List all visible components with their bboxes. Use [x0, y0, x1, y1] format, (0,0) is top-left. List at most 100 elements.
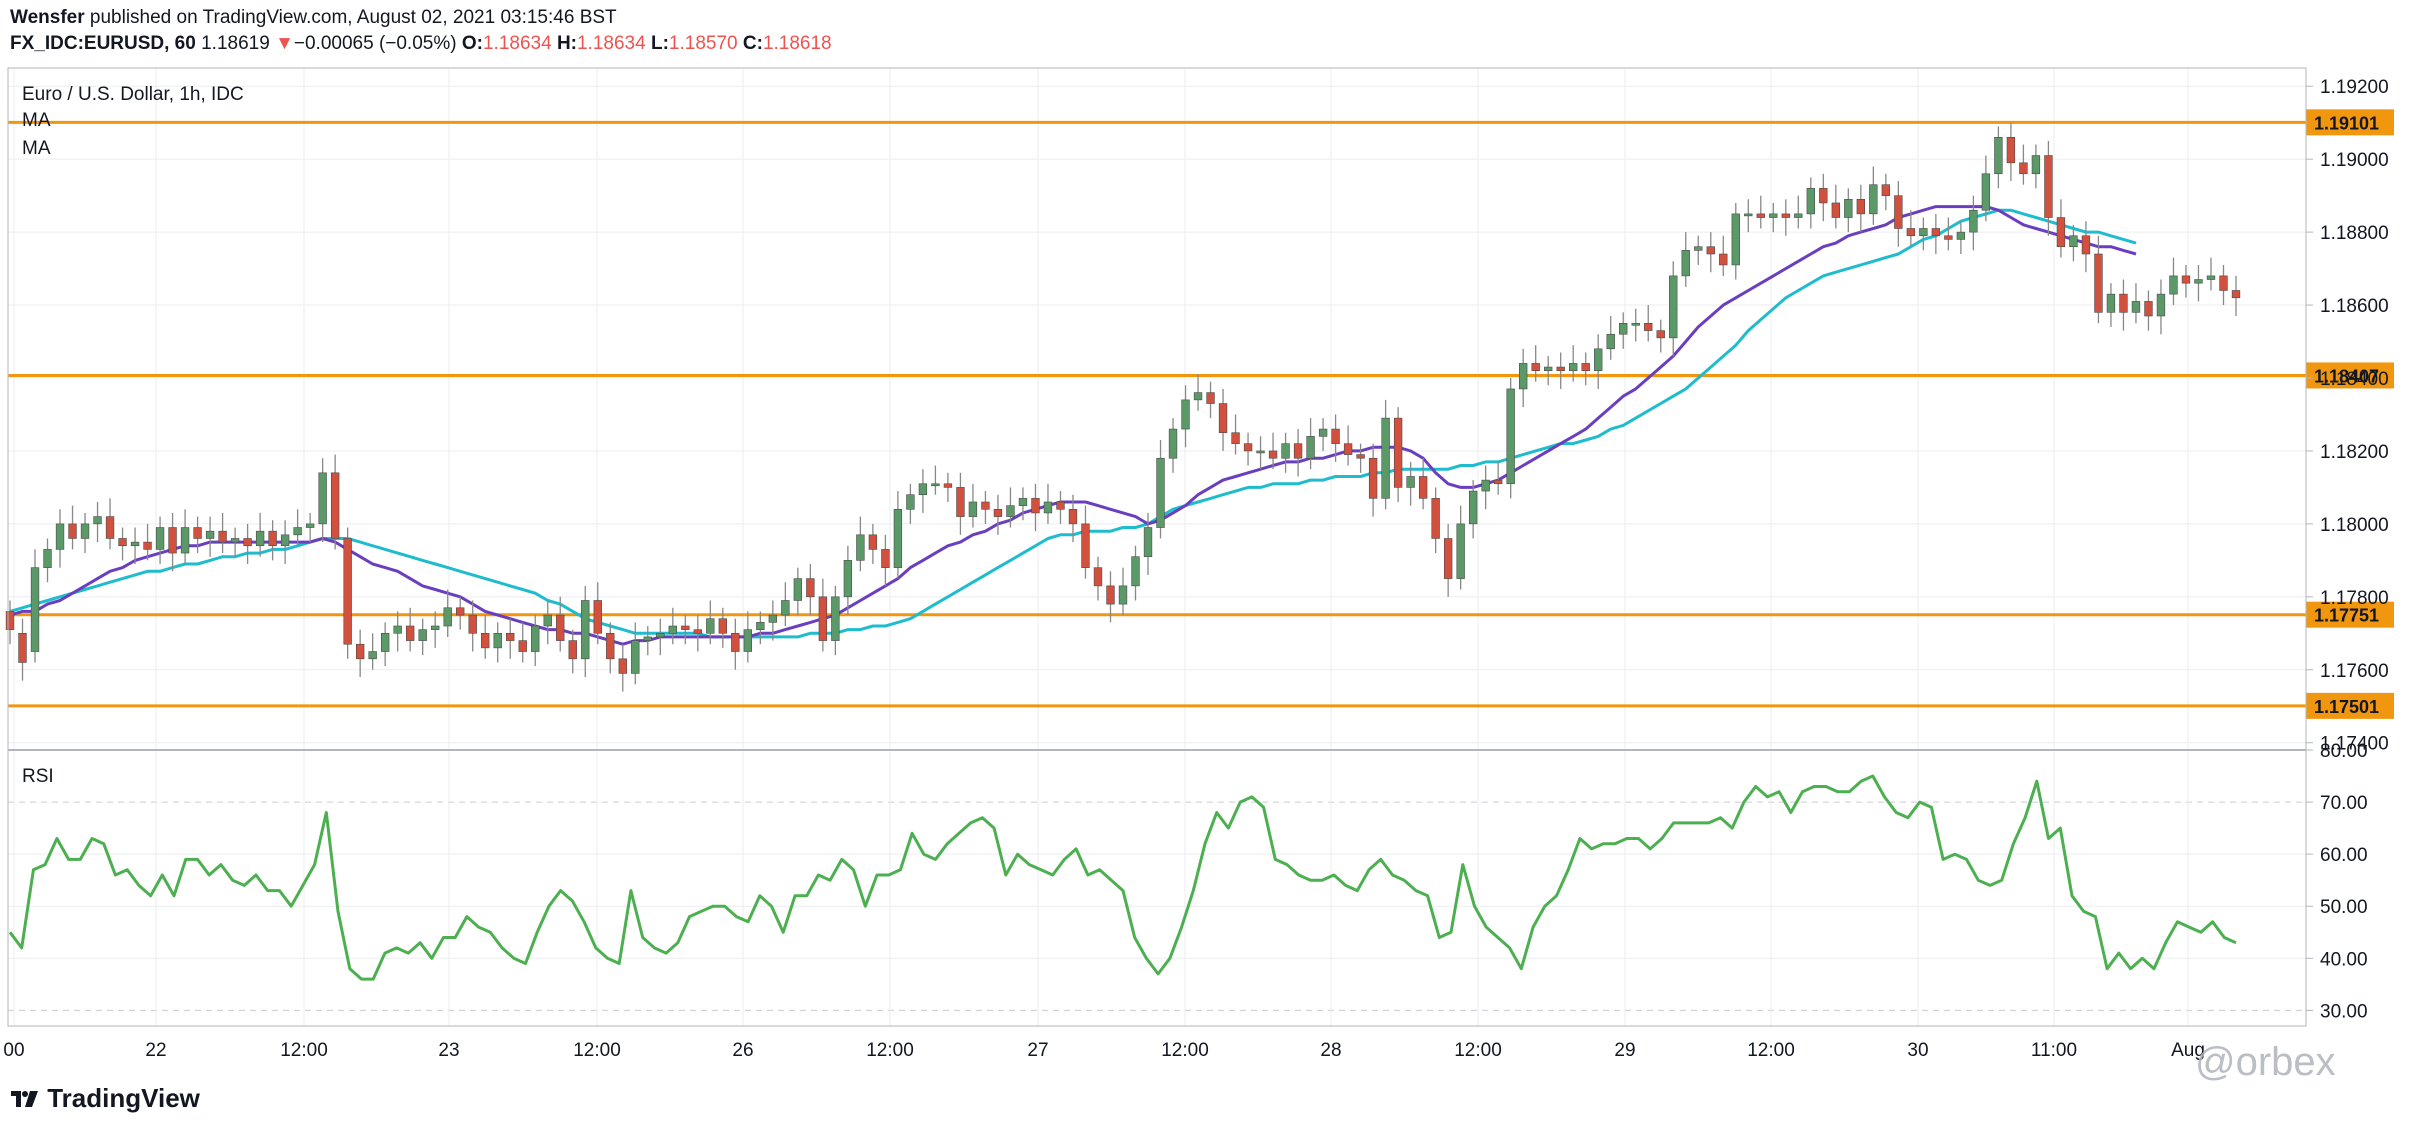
- candle-up: [1143, 527, 1153, 558]
- candle-down: [1531, 363, 1540, 372]
- candle-up: [93, 516, 102, 525]
- candle-down: [1343, 443, 1353, 455]
- candle-up: [130, 541, 140, 547]
- candle-up: [2131, 301, 2141, 313]
- candle-down: [1894, 195, 1903, 229]
- candle-up: [1794, 213, 1803, 218]
- candle-down: [1931, 228, 1941, 237]
- candle-up: [1018, 498, 1028, 506]
- candle-up: [380, 632, 390, 652]
- candle-up: [1406, 476, 1415, 488]
- candle-up: [531, 625, 540, 652]
- candle-down: [1293, 443, 1303, 459]
- candle-up: [1281, 443, 1290, 459]
- candle-down: [355, 643, 365, 660]
- candle-up: [1956, 231, 1966, 240]
- time-tick-label: 12:00: [866, 1040, 914, 1061]
- time-tick-label: Aug: [2171, 1040, 2205, 1061]
- candle-down: [1268, 450, 1278, 459]
- high-value: 1.18634: [577, 33, 646, 54]
- candle-down: [956, 487, 965, 517]
- candle-down: [343, 538, 352, 645]
- candle-down: [2231, 290, 2241, 299]
- candle-down: [168, 527, 177, 554]
- candle-down: [868, 534, 878, 550]
- author-name[interactable]: Wensfer: [10, 7, 85, 28]
- candle-down: [2119, 293, 2128, 313]
- candle-down: [243, 538, 252, 547]
- candle-down: [105, 516, 115, 539]
- chart-title: Euro / U.S. Dollar, 1h, IDC: [22, 84, 244, 105]
- candle-up: [1806, 188, 1815, 215]
- candle-up: [1994, 136, 2003, 175]
- rsi-pane: [8, 774, 2237, 981]
- price-tick-label: 1.19200: [2320, 77, 2389, 98]
- price-tick-label: 1.18800: [2320, 223, 2389, 244]
- candle-up: [55, 523, 65, 550]
- down-arrow-icon: ▼: [275, 33, 294, 54]
- candle-up: [1181, 399, 1190, 430]
- candle-up: [1456, 523, 1465, 579]
- candle-up: [1631, 322, 1640, 326]
- time-tick-label: 29: [1614, 1040, 1635, 1061]
- candle-down: [5, 611, 15, 630]
- candle-down: [943, 483, 953, 488]
- time-tick-label: 22: [145, 1040, 166, 1061]
- rsi-line: [8, 774, 2237, 981]
- legend: Euro / U.S. Dollar, 1h, IDC MA MA RSI: [22, 84, 244, 787]
- price-tick-label: 1.17400: [2320, 734, 2389, 755]
- candle-down: [1418, 476, 1428, 499]
- rsi-tick-label: 60.00: [2320, 845, 2368, 866]
- candle-down: [1556, 366, 1565, 372]
- candle-up: [2106, 293, 2116, 313]
- candle-down: [1431, 498, 1440, 539]
- candle-down: [1056, 501, 1065, 510]
- rsi-legend[interactable]: RSI: [22, 766, 54, 787]
- candle-up: [1569, 363, 1578, 372]
- candle-up: [1481, 479, 1490, 492]
- low-label: L:: [650, 33, 669, 54]
- candle-down: [268, 530, 277, 547]
- candle-up: [968, 501, 978, 517]
- candle-up: [1869, 184, 1878, 215]
- candle-up: [1156, 457, 1165, 528]
- candle-up: [393, 625, 402, 634]
- candle-down: [68, 523, 77, 539]
- candle-down: [2094, 253, 2103, 313]
- candle-up: [1193, 392, 1203, 401]
- candle-down: [1356, 454, 1365, 459]
- candle-up: [793, 578, 803, 601]
- price-tick-label: 1.19000: [2320, 150, 2389, 171]
- candle-up: [80, 523, 90, 539]
- candle-down: [1819, 188, 1828, 204]
- moving-averages: [9, 205, 2137, 646]
- tradingview-logo[interactable]: TradingView: [10, 1083, 200, 1114]
- ma-fast-line: [9, 205, 2137, 646]
- candle-down: [1831, 202, 1840, 218]
- candle-up: [1043, 501, 1053, 514]
- candle-down: [1856, 198, 1866, 215]
- candle-up: [918, 483, 928, 496]
- ma-legend-2[interactable]: MA: [22, 138, 51, 159]
- candle-up: [493, 632, 502, 649]
- candle-up: [2169, 275, 2178, 295]
- candle-down: [1206, 392, 1215, 404]
- high-label: H:: [556, 33, 577, 54]
- level-price-tag: [2306, 601, 2394, 628]
- candle-up: [1168, 428, 1178, 459]
- candle-down: [1031, 498, 1040, 514]
- candle-up: [843, 560, 853, 598]
- time-tick-label: 26: [732, 1040, 753, 1061]
- candle-up: [1594, 348, 1603, 372]
- candle-up: [1681, 250, 1690, 277]
- rsi-tick-label: 40.00: [2320, 949, 2368, 970]
- horizontal-levels[interactable]: 1.19101 1.18407 1.17751 1.17501: [8, 109, 2394, 719]
- time-tick-label: 12:00: [280, 1040, 328, 1061]
- ma-legend-1[interactable]: MA: [22, 110, 51, 131]
- candle-up: [280, 534, 290, 547]
- candle-down: [1068, 508, 1078, 525]
- candle-up: [293, 527, 302, 536]
- publish-info: Wensfer published on TradingView.com, Au…: [10, 6, 617, 30]
- candle-down: [1093, 567, 1103, 587]
